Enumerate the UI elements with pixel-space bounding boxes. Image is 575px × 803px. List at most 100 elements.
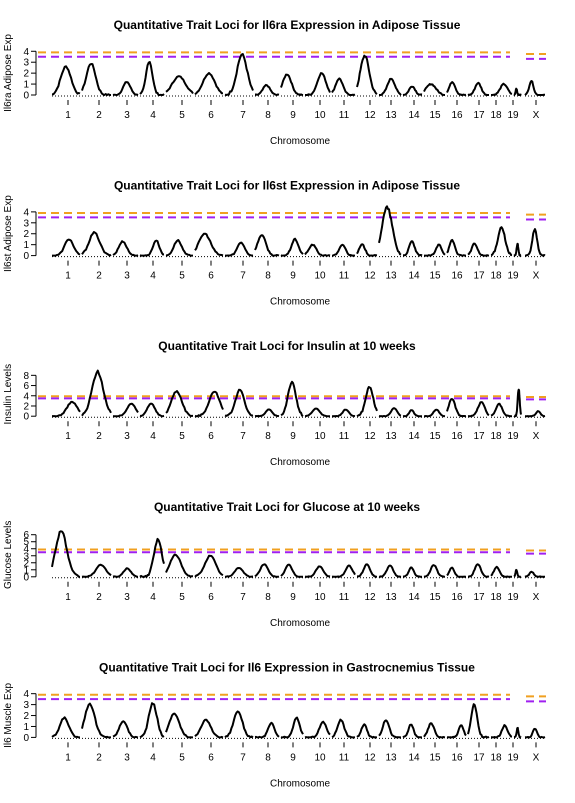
lod-trace-chr-8 (254, 234, 280, 257)
lod-trace-chr-17 (468, 563, 490, 578)
lod-trace-chr-6 (194, 232, 224, 257)
lod-trace-chr-9 (280, 716, 304, 739)
x-tick-label: X (533, 592, 540, 603)
lod-trace-chr-4 (139, 402, 165, 418)
x-tick-label: 19 (507, 431, 519, 442)
lod-trace-chr-X (524, 410, 546, 418)
x-tick-label: 7 (240, 431, 246, 442)
lod-trace-chr-14 (402, 85, 423, 96)
x-tick-label: 15 (429, 592, 441, 603)
lod-trace-chr-19 (513, 388, 522, 418)
lod-trace-chr-11 (332, 243, 355, 257)
panel-title: Quantitative Trait Loci for Insulin at 1… (158, 339, 416, 353)
x-tick-label: 9 (290, 271, 296, 282)
lod-trace-chr-10 (304, 720, 331, 739)
x-tick-label: 17 (473, 110, 485, 121)
y-tick-label: 3 (23, 218, 29, 229)
x-tick-label: 12 (364, 110, 376, 121)
y-tick-label: 8 (23, 371, 29, 382)
y-tick-label: 4 (23, 689, 29, 700)
x-tick-label: 19 (507, 752, 519, 763)
lod-trace-chr-1 (51, 65, 81, 96)
x-tick-label: 6 (208, 752, 214, 763)
lod-trace-chr-9 (280, 563, 303, 578)
lod-trace-chr-1 (51, 530, 80, 578)
x-tick-label: 17 (473, 592, 485, 603)
lod-trace-chr-6 (194, 554, 224, 578)
lod-trace-chr-12 (356, 243, 378, 257)
x-tick-label: 13 (385, 271, 397, 282)
x-tick-label: 6 (208, 592, 214, 603)
x-tick-label: 13 (385, 592, 397, 603)
x-tick-label: 1 (65, 110, 71, 121)
lod-trace-chr-11 (331, 77, 356, 96)
x-tick-label: 11 (339, 752, 350, 763)
x-tick-label: 18 (490, 271, 502, 282)
x-tick-label: 16 (451, 431, 463, 442)
x-axis-label: Chromosome (270, 778, 330, 789)
lod-trace-chr-19 (513, 726, 522, 739)
x-tick-label: 15 (429, 271, 441, 282)
x-tick-label: 2 (96, 110, 102, 121)
x-tick-label: 17 (473, 752, 485, 763)
qtl-panel-2: Quantitative Trait Loci for Il6st Expres… (3, 179, 546, 308)
lod-trace-chr-1 (52, 238, 81, 257)
y-tick-label: 4 (23, 391, 29, 402)
x-tick-label: 19 (507, 110, 519, 121)
panel-title: Quantitative Trait Loci for Il6ra Expres… (114, 18, 461, 32)
x-tick-label: X (533, 110, 540, 121)
x-tick-label: 10 (314, 271, 326, 282)
lod-trace-chr-7 (224, 53, 254, 96)
x-tick-label: 6 (208, 271, 214, 282)
x-tick-label: 14 (408, 752, 420, 763)
lod-trace-chr-1 (52, 400, 81, 418)
lod-trace-chr-17 (467, 242, 490, 257)
y-tick-label: 3 (23, 551, 29, 562)
y-tick-label: 6 (23, 381, 29, 392)
lod-trace-chr-7 (225, 241, 254, 257)
x-tick-label: 8 (265, 271, 271, 282)
y-tick-label: 0 (23, 91, 29, 102)
x-axis-label: Chromosome (270, 457, 330, 468)
lod-trace-chr-14 (402, 566, 423, 578)
x-tick-label: 1 (65, 431, 71, 442)
lod-trace-chr-17 (467, 81, 489, 96)
x-tick-label: 10 (314, 592, 326, 603)
y-axis-label: Glucose Levels (3, 521, 14, 589)
lod-trace-chr-16 (446, 238, 467, 257)
lod-trace-chr-2 (81, 63, 111, 96)
y-tick-label: 5 (23, 537, 29, 548)
lod-trace-chr-9 (280, 380, 304, 418)
y-tick-label: 1 (23, 80, 29, 91)
x-tick-label: 16 (451, 752, 463, 763)
lod-trace-chr-4 (139, 61, 165, 96)
x-tick-label: 18 (490, 110, 502, 121)
x-axis-label: Chromosome (270, 618, 330, 629)
y-axis-label: Il6ra Adipose Exp (3, 34, 14, 112)
lod-trace-chr-6 (194, 72, 224, 96)
qtl-panel-4: Quantitative Trait Loci for Glucose at 1… (3, 500, 546, 629)
y-axis-label: Insulin Levels (3, 364, 14, 425)
qtl-panel-3: Quantitative Trait Loci for Insulin at 1… (3, 339, 546, 468)
x-tick-label: 9 (290, 110, 296, 121)
y-tick-label: 2 (23, 69, 29, 80)
lod-trace-chr-16 (446, 398, 467, 418)
y-tick-label: 2 (23, 401, 29, 412)
x-tick-label: 11 (339, 431, 350, 442)
lod-trace-chr-4 (139, 537, 165, 578)
x-tick-label: 4 (150, 431, 156, 442)
lod-trace-chr-13 (378, 205, 402, 256)
x-tick-label: 8 (265, 431, 271, 442)
y-tick-label: 1 (23, 240, 29, 251)
x-tick-label: 2 (96, 752, 102, 763)
lod-trace-chr-7 (224, 567, 254, 578)
x-tick-label: 8 (265, 752, 271, 763)
lod-trace-chr-4 (139, 239, 165, 257)
x-tick-label: 5 (179, 271, 185, 282)
lod-trace-chr-9 (280, 237, 304, 257)
lod-trace-chr-2 (81, 369, 112, 417)
x-tick-label: 2 (96, 271, 102, 282)
y-tick-label: 2 (23, 558, 29, 569)
y-tick-label: 4 (23, 47, 29, 58)
panel-title: Quantitative Trait Loci for Glucose at 1… (154, 500, 420, 514)
